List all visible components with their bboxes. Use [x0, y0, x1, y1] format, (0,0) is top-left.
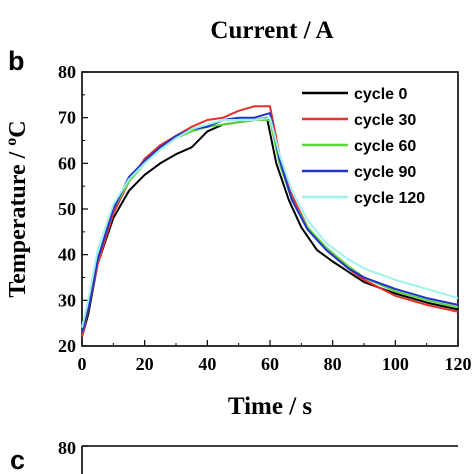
- y-tick-label: 40: [58, 245, 76, 265]
- series-line-4: [81, 116, 459, 328]
- top-axis-title: Current / A: [210, 17, 333, 44]
- chart-c: 80: [58, 438, 458, 474]
- x-tick-label: 100: [382, 354, 409, 374]
- x-tick-label: 80: [324, 354, 342, 374]
- y-tick-label: 20: [58, 336, 76, 356]
- x-tick-label: 20: [136, 354, 154, 374]
- x-tick-label: 60: [261, 354, 279, 374]
- legend-label: cycle 60: [354, 138, 416, 155]
- y-tick-label: 50: [58, 199, 76, 219]
- legend-label: cycle 0: [354, 86, 407, 103]
- legend-label: cycle 120: [354, 190, 425, 207]
- series-line-2: [81, 119, 459, 333]
- y-tick-label: 30: [58, 290, 76, 310]
- y-tick-label: 80: [58, 62, 76, 82]
- y-tick-label: 70: [58, 108, 76, 128]
- panel-c-ytick-label: 80: [58, 438, 76, 458]
- x-tick-label: 0: [78, 354, 87, 374]
- y-tick-label: 60: [58, 153, 76, 173]
- y-axis-title: Temperature / oC: [3, 120, 31, 297]
- x-axis-title: Time / s: [228, 393, 313, 420]
- legend-label: cycle 90: [354, 164, 416, 181]
- x-tick-label: 40: [198, 354, 216, 374]
- panel-c-letter: c: [10, 445, 25, 474]
- x-tick-label: 120: [445, 354, 472, 374]
- legend-label: cycle 30: [354, 112, 416, 129]
- panel-b-letter: b: [8, 46, 25, 76]
